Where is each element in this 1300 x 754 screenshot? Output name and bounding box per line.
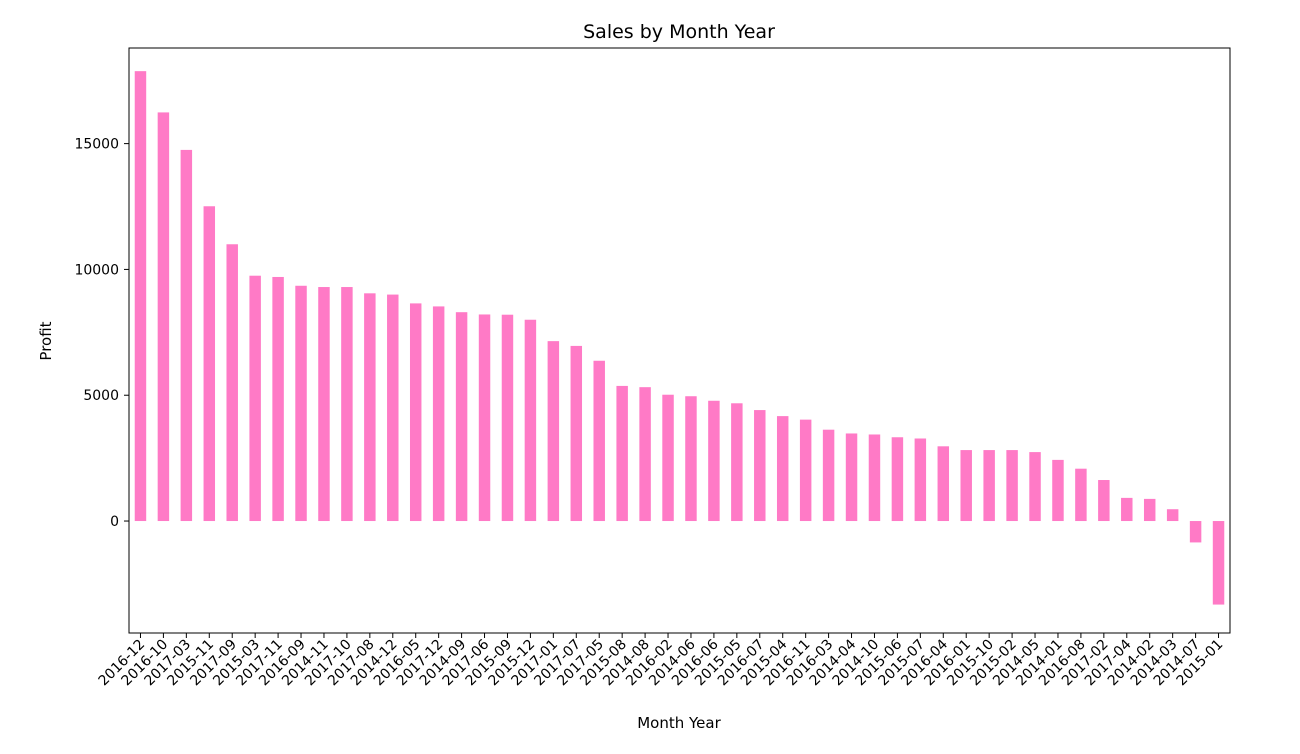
bar-2017-06 [478,314,491,522]
bar-2016-06 [708,400,720,522]
bar-2015-12 [524,319,537,522]
bar-2014-02 [1143,498,1156,522]
bar-2015-04 [776,416,789,522]
bar-2014-03 [1166,509,1179,522]
bar-2016-12 [134,71,147,522]
bar-2015-06 [891,437,904,522]
bar-2014-11 [318,287,330,522]
bar-2015-09 [501,314,514,522]
bar-2017-12 [432,306,445,522]
bar-2014-10 [868,434,881,522]
bar-2017-01 [547,341,560,522]
bar-2016-04 [937,446,950,522]
bar-2014-07 [1189,521,1202,543]
bar-2016-11 [799,419,812,522]
bar-2014-08 [639,387,651,522]
bar-2014-01 [1052,459,1064,522]
bar-2016-02 [662,394,674,522]
bar-2015-07 [914,438,927,522]
bar-2016-05 [409,303,422,522]
bar-2016-09 [295,285,307,522]
bar-2015-02 [1006,450,1018,522]
bar-2014-09 [455,312,468,522]
bar-2017-10 [341,287,353,522]
bar-2017-07 [570,345,583,522]
bar-2014-12 [387,294,399,522]
y-tick-label: 10000 [74,262,119,278]
bar-2015-05 [731,403,743,522]
y-tick-label: 5000 [83,388,119,404]
bar-2014-06 [685,396,697,522]
bar-2017-05 [593,360,605,522]
bar-2015-01 [1212,521,1225,605]
x-axis-label: Month Year [637,714,721,732]
bar-2017-11 [272,276,284,522]
y-axis-label: Profit [37,321,55,360]
bar-2015-08 [616,385,628,522]
bar-2016-01 [960,450,972,522]
plot-frame [128,47,1231,634]
bar-2017-08 [364,293,376,522]
y-tick-label: 0 [110,514,119,530]
bar-2017-09 [226,244,238,522]
bar-2014-05 [1029,452,1041,522]
bar-2016-07 [754,410,766,522]
bar-2016-08 [1075,468,1087,522]
bar-2016-10 [157,112,170,522]
bar-2016-03 [822,429,835,522]
bar-2015-10 [983,450,995,522]
bars-group [134,71,1225,605]
bar-2017-02 [1098,480,1110,522]
y-tick-label: 15000 [74,137,119,153]
bar-2014-04 [845,433,858,522]
bar-2015-11 [203,206,216,522]
y-axis: 0 5000 10000 15000 [74,137,129,530]
bar-2017-04 [1121,497,1133,522]
x-axis: 2016-122016-102017-032015-112017-092015-… [96,633,1226,689]
bar-2015-03 [249,275,261,522]
bar-2017-03 [180,149,193,522]
chart-title: Sales by Month Year [583,21,775,43]
